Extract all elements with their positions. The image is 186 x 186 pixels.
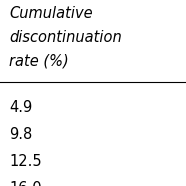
Text: 4.9: 4.9 bbox=[9, 100, 33, 116]
Text: rate (%): rate (%) bbox=[9, 54, 69, 69]
Text: 9.8: 9.8 bbox=[9, 127, 33, 142]
Text: discontinuation: discontinuation bbox=[9, 30, 122, 45]
Text: 12.5: 12.5 bbox=[9, 154, 42, 169]
Text: Cumulative: Cumulative bbox=[9, 6, 93, 21]
Text: 16.0: 16.0 bbox=[9, 181, 42, 186]
